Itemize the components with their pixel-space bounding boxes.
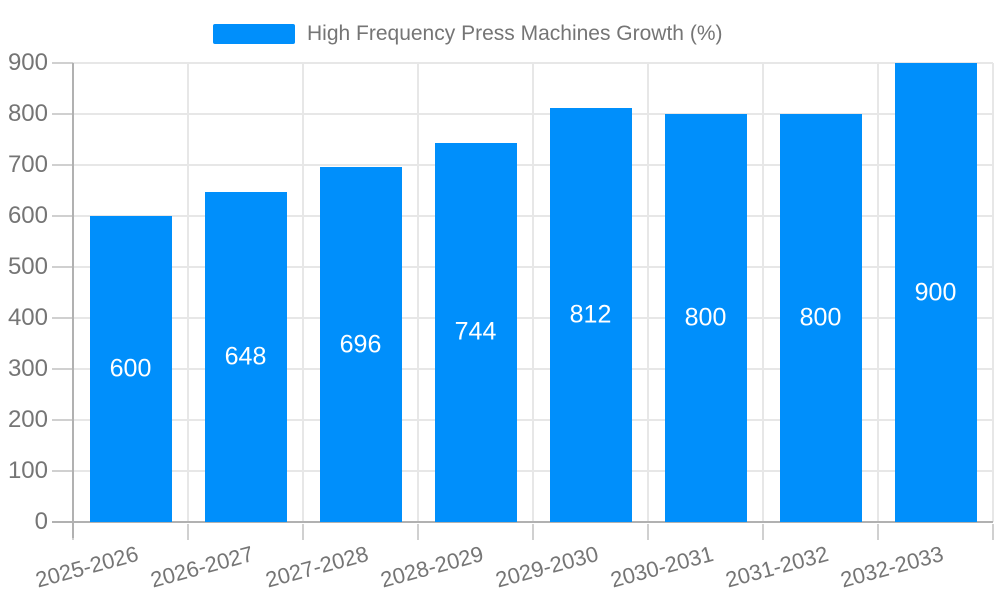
bar-value-label: 900: [914, 278, 957, 306]
y-axis-tick: [52, 368, 73, 370]
x-axis-tick: [187, 524, 189, 540]
y-axis-tick: [52, 215, 73, 217]
gridline-vertical: [647, 63, 649, 522]
gridline-vertical: [992, 63, 994, 522]
y-axis-tick: [52, 113, 73, 115]
y-axis-label: 700: [7, 151, 48, 178]
legend[interactable]: High Frequency Press Machines Growth (%): [213, 22, 722, 46]
bar-2030-2031[interactable]: [664, 114, 747, 522]
y-axis-label: 500: [7, 253, 48, 280]
gridline-vertical: [877, 63, 879, 522]
x-axis-tick: [992, 524, 994, 540]
bar-2027-2028[interactable]: [319, 167, 402, 522]
bar-2025-2026[interactable]: [89, 216, 172, 522]
x-axis-tick: [762, 524, 764, 540]
y-axis-tick: [52, 62, 73, 64]
x-axis-tick: [877, 524, 879, 540]
legend-label[interactable]: High Frequency Press Machines Growth (%): [307, 22, 723, 45]
bar-2032-2033[interactable]: [894, 63, 977, 522]
y-axis-label: 600: [7, 202, 48, 229]
x-axis-tick: [302, 524, 304, 540]
gridline-vertical: [302, 63, 304, 522]
bar-value-label: 744: [454, 317, 497, 346]
x-axis-tick: [532, 524, 534, 540]
bar-value-label: 800: [684, 303, 727, 332]
bar-value-label: 648: [224, 342, 267, 371]
gridline-vertical: [532, 63, 534, 522]
y-axis-tick: [52, 419, 73, 421]
x-axis-line: [52, 521, 993, 523]
bar-value-label: 800: [799, 303, 842, 332]
bar-2031-2032[interactable]: [779, 114, 862, 522]
y-axis-label: 200: [7, 406, 48, 433]
x-axis-tick: [647, 524, 649, 540]
y-axis-label: 0: [34, 508, 48, 535]
x-axis-tick: [417, 524, 419, 540]
gridline-vertical: [187, 63, 189, 522]
legend-swatch[interactable]: [213, 24, 295, 44]
y-axis-label: 800: [7, 100, 48, 127]
y-axis-tick: [52, 317, 73, 319]
bar-2029-2030[interactable]: [549, 107, 632, 522]
y-axis-line: [72, 63, 74, 538]
y-axis-tick: [52, 266, 73, 268]
gridline-vertical: [762, 63, 764, 522]
bar-value-label: 696: [339, 330, 382, 359]
y-axis-tick: [52, 470, 73, 472]
bar-value-label: 600: [109, 354, 152, 383]
y-axis-label: 400: [7, 304, 48, 331]
bar-2026-2027[interactable]: [204, 191, 287, 522]
gridline-vertical: [417, 63, 419, 522]
y-axis-label: 100: [7, 457, 48, 484]
y-axis-tick: [52, 164, 73, 166]
y-axis-label: 300: [7, 355, 48, 382]
bar-value-label: 812: [569, 300, 612, 329]
y-axis-label: 900: [7, 49, 48, 76]
bar-2028-2029[interactable]: [434, 142, 517, 522]
